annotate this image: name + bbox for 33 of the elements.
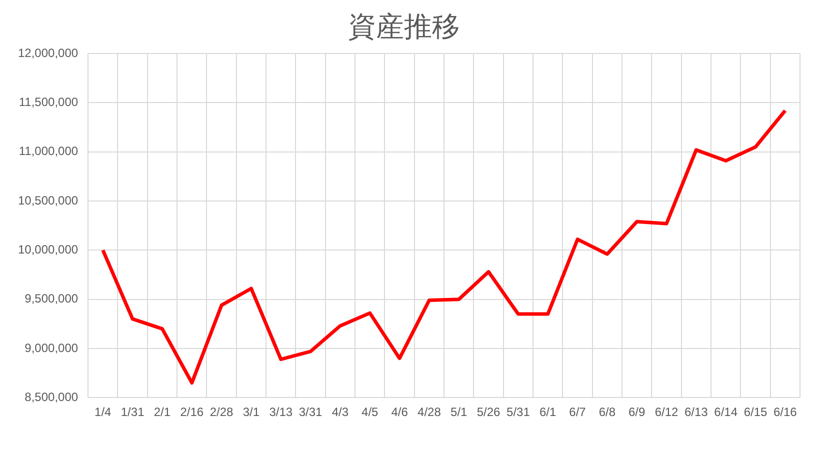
y-tick-label: 9,000,000 xyxy=(24,340,78,355)
x-tick-label: 4/3 xyxy=(332,405,349,420)
x-tick-label: 4/28 xyxy=(418,405,442,420)
x-tick-label: 6/13 xyxy=(684,405,708,420)
x-tick-label: 3/31 xyxy=(298,405,323,420)
x-tick-label: 2/28 xyxy=(210,405,234,420)
x-tick-label: 6/14 xyxy=(714,405,738,420)
x-tick-label: 5/26 xyxy=(476,405,501,420)
y-tick-label: 11,500,000 xyxy=(18,95,78,110)
y-tick-label: 10,500,000 xyxy=(18,193,78,208)
x-tick-label: 3/13 xyxy=(269,405,293,420)
x-tick-label: 2/1 xyxy=(154,405,171,420)
y-tick-label: 9,500,000 xyxy=(24,292,78,306)
x-tick-label: 4/5 xyxy=(362,405,379,420)
x-tick-label: 6/12 xyxy=(654,405,679,420)
y-tick-label: 11,000,000 xyxy=(18,144,78,158)
x-tick-label: 3/1 xyxy=(242,405,260,420)
x-tick-label: 5/1 xyxy=(450,405,468,420)
x-tick-label: 5/31 xyxy=(506,405,530,420)
x-tick-label: 6/8 xyxy=(598,405,616,420)
x-tick-label: 1/4 xyxy=(94,405,112,420)
x-tick-label: 2/16 xyxy=(180,405,204,420)
x-tick-label: 6/16 xyxy=(773,405,798,420)
y-tick-label: 12,000,000 xyxy=(18,46,78,60)
x-tick-label: 1/31 xyxy=(120,405,145,420)
x-tick-label: 6/15 xyxy=(744,405,768,420)
x-tick-label: 6/7 xyxy=(569,405,586,420)
y-tick-label: 10,000,000 xyxy=(18,242,78,256)
x-tick-label: 6/1 xyxy=(540,405,557,420)
x-tick-label: 4/6 xyxy=(391,405,408,420)
x-tick-label: 6/9 xyxy=(628,405,646,420)
y-tick-label: 8,500,000 xyxy=(24,390,78,404)
chart-title: 資産推移 xyxy=(348,10,460,44)
